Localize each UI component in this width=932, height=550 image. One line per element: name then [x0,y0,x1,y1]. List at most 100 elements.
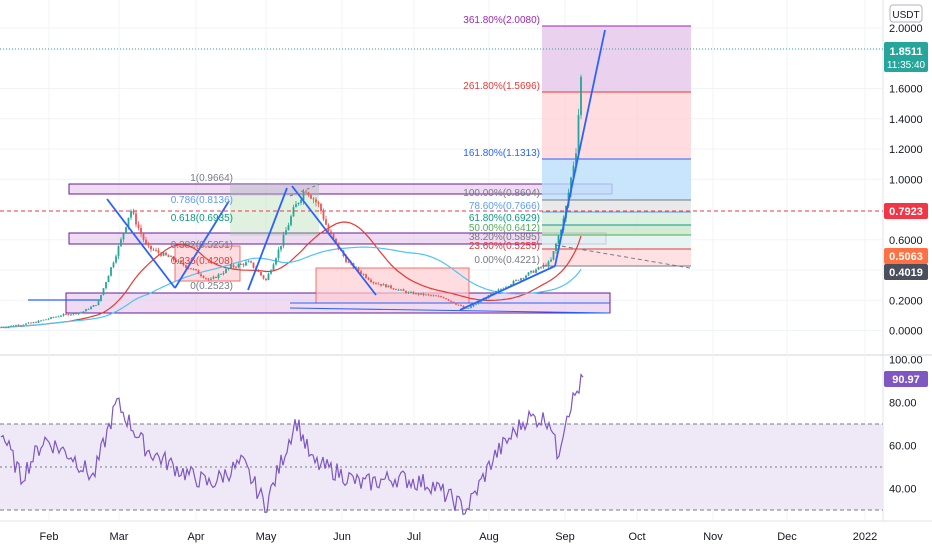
candle-body [157,250,160,253]
candle-body [65,314,67,315]
candle-body [77,312,80,315]
candle-body [397,289,400,291]
price-pane[interactable] [0,25,883,329]
candle-body [365,274,367,278]
price-tick: 0.2000 [889,295,923,307]
time-tick: Apr [187,531,204,543]
candle-body [107,275,110,283]
candle-body [310,195,312,199]
candle-body [470,306,472,309]
candle-body [325,219,327,225]
candle-body [230,265,232,269]
candle-body [190,268,192,270]
support-line-2[interactable] [289,307,611,314]
candle-body [475,303,477,305]
candle-body [330,231,332,235]
candle-body [295,204,297,208]
candle-body [332,234,335,239]
candle-body [35,322,37,324]
candle-body [187,267,190,269]
candle-body [185,265,187,268]
trend-line-parabolic[interactable] [554,29,606,267]
candle-body [162,252,165,256]
level-badge-ma-slow [884,264,928,280]
time-tick: Aug [479,531,499,543]
candle-body [70,314,72,316]
candle-body [210,278,212,280]
candle-body [387,285,390,288]
candle-body [215,276,217,278]
trend-line-up-3[interactable] [459,265,556,311]
candle-body [225,269,227,273]
candle-body [207,278,210,280]
fib-zone-red-june [315,267,470,304]
candle-body [272,264,275,271]
trend-line-up-2[interactable] [247,187,288,291]
candle-body [532,270,535,273]
candle-body [82,311,85,313]
candle-body [377,283,380,285]
price-tick: 1.4000 [889,114,923,126]
trend-line-up-1[interactable] [174,200,230,289]
candle-body [112,262,115,268]
candle-body [142,233,145,240]
price-tick: 0.0000 [889,326,923,338]
trend-lines[interactable] [106,29,606,311]
candle-body [80,312,82,314]
fib-ext-786 [542,212,691,225]
candle-body [235,266,237,268]
candle-body [442,297,445,299]
candle-body [535,269,537,273]
candle-body [50,317,52,319]
candle-body [457,304,460,306]
price-tick: 1.6000 [889,84,923,96]
candle-body [212,276,215,279]
candle-body [132,210,135,214]
rsi-value-badge [884,371,928,387]
candle-body [52,317,55,318]
level-badge-ma-slow-text: 0.4019 [889,267,923,279]
candle-body [345,256,347,263]
candle-body [500,289,502,290]
candle-body [437,295,440,297]
candle-body [517,279,520,281]
candle-body [192,269,195,270]
candle-body [520,278,522,281]
candle-body [57,316,60,318]
candle-body [197,270,200,275]
candle-body [530,270,532,273]
rsi-pane[interactable] [0,373,883,516]
candle-body [172,256,175,261]
candle-body [555,243,557,252]
candle-body [165,252,167,256]
time-tick: May [256,531,277,543]
currency-button[interactable] [889,4,923,23]
fib-ext-618 [542,225,691,235]
candle-body [367,277,370,280]
candle-body [347,262,350,263]
price-tick: 1.0000 [889,174,923,186]
price-tick: 0.6000 [889,235,923,247]
candle-body [140,227,142,234]
level-badge-red [884,203,928,219]
candle-body [292,207,295,217]
candle-body [7,326,10,328]
rsi-tick: 60.00 [889,441,917,453]
fib-label-right: 100.00%(0.8604) [463,188,540,199]
candle-body [27,322,30,324]
candle-body [527,272,530,276]
time-axis[interactable]: Feb Mar Apr May Jun Jul Aug Sep Oct Nov … [40,531,878,543]
candle-body [395,289,397,291]
candle-body [177,260,180,263]
candle-body [375,282,377,284]
trend-line-down-1[interactable] [106,198,176,289]
candle-body [12,325,15,327]
fib-label-right: 50.00%(0.6412) [469,223,540,234]
trend-line-down-2[interactable] [291,185,377,296]
fib-ext-161 [542,159,691,200]
candle-body [237,264,240,268]
price-tick: 1.2000 [889,144,923,156]
candle-body [415,293,417,295]
candle-body [430,294,432,296]
